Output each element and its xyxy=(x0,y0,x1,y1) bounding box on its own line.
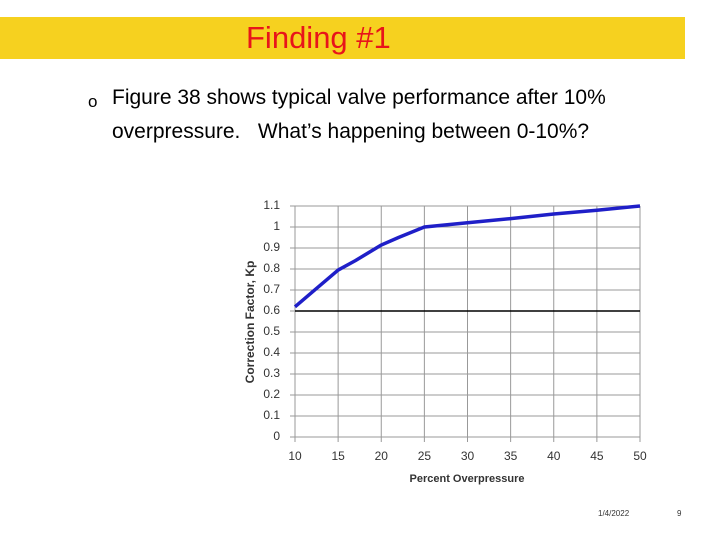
y-tick-label: 0.2 xyxy=(263,387,280,401)
y-tick-label: 0.8 xyxy=(263,261,280,275)
y-tick-label: 0.9 xyxy=(263,240,280,254)
x-tick-label: 15 xyxy=(331,449,345,463)
bullet-text: Figure 38 shows typical valve performanc… xyxy=(112,86,606,109)
x-tick-label: 50 xyxy=(633,449,647,463)
x-tick-label: 30 xyxy=(461,449,475,463)
data-line xyxy=(293,204,641,309)
x-tick-label: 10 xyxy=(288,449,302,463)
y-tick-label: 0.1 xyxy=(263,408,280,422)
y-tick-label: 0.6 xyxy=(263,303,280,317)
y-axis-label: Correction Factor, Kp xyxy=(243,261,257,384)
y-tick-label: 0.3 xyxy=(263,366,280,380)
x-tick-label: 35 xyxy=(504,449,518,463)
y-tick-label: 1 xyxy=(273,219,280,233)
bullet-marker: o xyxy=(88,92,98,111)
x-tick-label: 25 xyxy=(418,449,432,463)
y-tick-label: 0.7 xyxy=(263,282,280,296)
title-bar xyxy=(0,17,685,59)
x-tick-label: 20 xyxy=(375,449,389,463)
y-tick-label: 0.5 xyxy=(263,324,280,338)
slide-title: Finding #1 xyxy=(246,20,391,55)
bullet-text: overpressure. What’s happening between 0… xyxy=(112,120,590,143)
y-tick-label: 1.1 xyxy=(263,198,280,212)
page-number: 9 xyxy=(677,509,682,518)
footer-date: 1/4/2022 xyxy=(598,509,630,518)
x-tick-label: 45 xyxy=(590,449,604,463)
x-tick-label: 40 xyxy=(547,449,561,463)
y-tick-label: 0 xyxy=(273,429,280,443)
y-tick-label: 0.4 xyxy=(263,345,280,359)
x-axis-label: Percent Overpressure xyxy=(410,473,525,485)
